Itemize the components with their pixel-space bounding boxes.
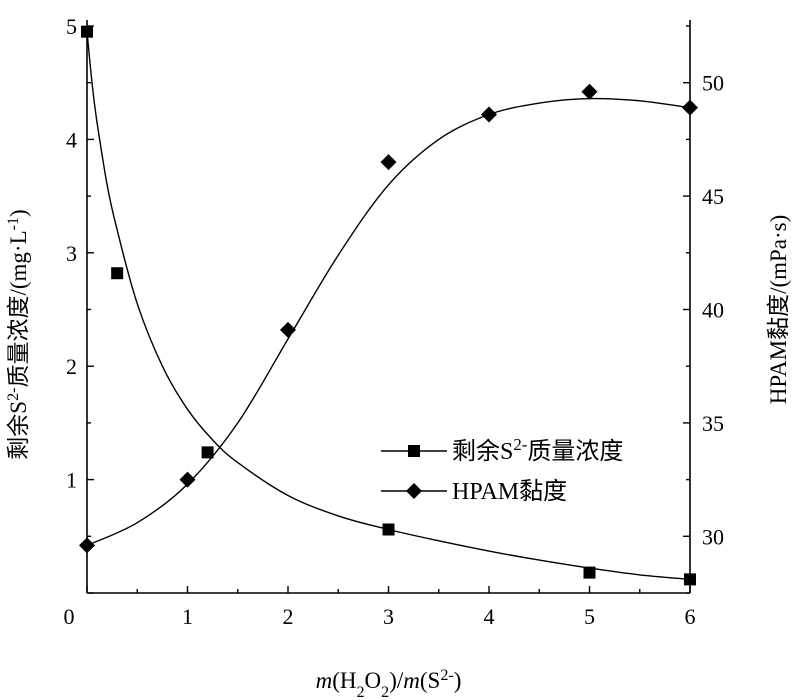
label-part: 2 <box>381 684 389 700</box>
legend-square-marker <box>408 445 420 457</box>
label-part: m <box>403 668 420 693</box>
label-part: ) <box>454 668 462 693</box>
label-part: 2 <box>356 684 364 700</box>
y-right-tick-label: 45 <box>702 184 724 209</box>
y-right-tick-label: 50 <box>702 71 724 96</box>
label-part: ) <box>6 209 31 217</box>
legend: 剩余S2-质量浓度 HPAM黏度 <box>381 435 623 505</box>
diamond-marker <box>581 83 598 100</box>
x-tick-label: 5 <box>584 604 595 629</box>
x-tick-label: 2 <box>283 604 294 629</box>
label-part: O <box>365 668 382 693</box>
legend-diamond-marker <box>406 483 422 499</box>
square-marker <box>111 267 124 280</box>
square-marker <box>201 446 214 459</box>
x-tick-label: 4 <box>484 604 495 629</box>
legend-label: 剩余S2-质量浓度 <box>452 435 623 466</box>
label-part: -1 <box>5 217 22 230</box>
axes <box>86 20 691 594</box>
label-part: 2- <box>5 388 22 401</box>
diamond-marker <box>179 471 196 488</box>
label-part: (S <box>420 668 440 693</box>
diamond-marker <box>280 321 296 338</box>
data-markers <box>79 25 698 586</box>
square-marker <box>382 523 395 536</box>
label-part: 质量浓度 <box>527 438 623 465</box>
y-left-tick-label: 4 <box>66 127 77 152</box>
square-marker <box>583 566 596 579</box>
axis-titles: m(H2O2)/m(S2-)剩余S2-质量浓度/(mg·L-1)HPAM黏度/(… <box>5 209 792 700</box>
fit-curve-square <box>86 31 691 581</box>
y-left-tick-label: 3 <box>66 241 77 266</box>
legend-label: HPAM黏度 <box>452 478 567 505</box>
y-left-tick-label: 2 <box>66 354 77 379</box>
square-marker <box>81 25 93 38</box>
label-part: )/ <box>389 668 404 693</box>
fit-curves <box>86 31 691 581</box>
y-right-axis-title: HPAM黏度/(mPa·s) <box>766 215 791 405</box>
legend-entry: HPAM黏度 <box>381 478 567 505</box>
legend-entry: 剩余S2-质量浓度 <box>381 435 623 466</box>
label-part: 2- <box>513 435 527 454</box>
square-marker <box>684 573 696 586</box>
x-tick-label: 0 <box>64 604 75 629</box>
label-part: (H <box>332 668 356 693</box>
y-left-tick-label: 5 <box>66 14 77 39</box>
y-left-axis-title: 剩余S2-质量浓度/(mg·L-1) <box>5 209 32 459</box>
y-left-tick-label: 1 <box>66 468 77 493</box>
label-part: 剩余S <box>6 401 31 460</box>
y-right-tick-label: 40 <box>702 298 724 323</box>
diamond-marker <box>481 106 497 123</box>
y-right-tick-label: 35 <box>702 411 724 436</box>
y-right-tick-label: 30 <box>702 524 724 549</box>
diamond-marker <box>682 99 698 116</box>
x-tick-label: 3 <box>383 604 394 629</box>
x-tick-label: 1 <box>182 604 193 629</box>
x-tick-label: 6 <box>685 604 696 629</box>
x-axis-title: m(H2O2)/m(S2-) <box>316 667 462 700</box>
label-part: 剩余S <box>452 438 513 465</box>
diamond-marker <box>79 537 95 554</box>
diamond-marker <box>380 154 397 171</box>
label-part: m <box>316 668 333 693</box>
label-part: 质量浓度/(mg·L <box>6 230 31 387</box>
label-part: 2- <box>440 667 453 684</box>
